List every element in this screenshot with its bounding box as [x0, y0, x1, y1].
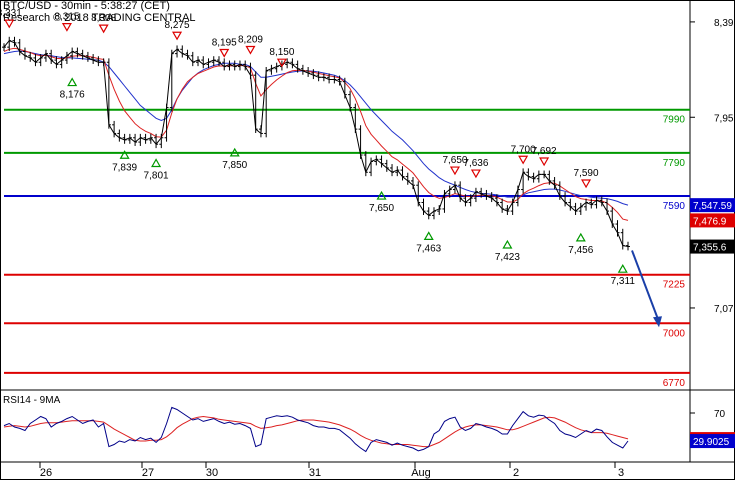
- top-marker: [245, 45, 256, 55]
- bottom-marker: [423, 231, 434, 240]
- top-marker: [470, 169, 481, 179]
- top-marker: [449, 166, 460, 176]
- top-marker: [518, 155, 529, 165]
- top-marker: [219, 48, 230, 58]
- top-label: 7,650: [442, 155, 467, 166]
- last-value-label: 7,547.59: [693, 201, 732, 212]
- price-line: [3, 40, 629, 247]
- top-marker: [61, 22, 72, 32]
- x-tick-label: 27: [142, 467, 154, 479]
- rsi-title: RSI14 - 9MA: [3, 395, 61, 406]
- bottom-label: 7,311: [611, 276, 636, 287]
- x-tick-label: 30: [206, 467, 218, 479]
- level-label: 6770: [663, 378, 686, 389]
- top-marker: [581, 179, 592, 189]
- top-label: 8,308: [91, 13, 116, 24]
- top-label: 7,590: [574, 168, 599, 179]
- bottom-label: 7,650: [369, 203, 394, 214]
- bottom-marker: [151, 158, 162, 168]
- bottom-marker: [119, 150, 130, 159]
- level-label: 7790: [663, 158, 686, 169]
- bottom-marker: [229, 147, 240, 157]
- top-label: 8,150: [269, 47, 294, 58]
- rsi-ma-line: [3, 415, 629, 448]
- last-value-label: 7,355.6: [693, 243, 727, 254]
- last-value-badge: [690, 213, 735, 228]
- top-marker: [539, 157, 550, 167]
- x-tick-label: 31: [309, 467, 321, 479]
- top-marker: [4, 19, 15, 29]
- last-value-badge: [690, 239, 735, 254]
- rsi-line: [3, 406, 629, 453]
- bottom-marker: [67, 77, 78, 87]
- projection-arrowhead: [653, 316, 662, 328]
- top-label: 8,331: [0, 8, 22, 19]
- chart-copyright: Research © 2018 TRADING CENTRAL: [3, 12, 196, 24]
- top-label: 8,209: [238, 34, 263, 45]
- top-label: 8,275: [165, 20, 190, 31]
- bottom-label: 7,463: [416, 243, 441, 254]
- rsi-value-badge: [690, 434, 735, 449]
- last-value-badge: [690, 198, 735, 213]
- level-label: 7590: [663, 201, 686, 212]
- bottom-marker: [376, 190, 387, 200]
- x-tick-label: 26: [40, 467, 52, 479]
- top-label: 7,700: [511, 144, 536, 155]
- y-tick-label: 8,397: [714, 18, 735, 29]
- projection-arrow: [631, 250, 659, 320]
- last-value-label: 7,476.9: [693, 216, 727, 227]
- ema-line: [3, 47, 629, 221]
- x-tick-label: 2: [513, 467, 519, 479]
- bottom-label: 7,839: [112, 162, 137, 173]
- bottom-marker: [502, 239, 513, 249]
- top-label: 8,195: [212, 37, 237, 48]
- sma-line: [3, 50, 629, 206]
- top-label: 8,315: [54, 12, 79, 23]
- bottom-marker: [617, 263, 628, 273]
- rsi-tick-label: 70: [714, 409, 726, 420]
- x-tick-label: 3: [618, 467, 624, 479]
- top-label: 7,692: [532, 146, 557, 157]
- bottom-label: 7,801: [144, 170, 169, 181]
- y-tick-label: 7,955: [714, 113, 735, 124]
- x-tick-label: Aug: [411, 467, 431, 479]
- chart-title: BTC/USD - 30min - 5:38:27 (CET): [3, 0, 170, 12]
- bottom-label: 7,456: [568, 245, 593, 256]
- bottom-label: 7,850: [222, 160, 247, 171]
- rsi-value-label: 29.9025: [693, 437, 730, 448]
- bottom-label: 7,423: [495, 252, 520, 263]
- level-label: 7000: [663, 328, 686, 339]
- bottom-label: 8,176: [60, 90, 85, 101]
- top-marker: [276, 58, 287, 68]
- top-marker: [172, 31, 183, 41]
- bottom-marker: [575, 232, 586, 242]
- y-tick-label: 7,071: [714, 304, 735, 315]
- level-label: 7225: [663, 280, 686, 291]
- top-marker: [98, 24, 109, 34]
- top-label: 7,636: [463, 158, 488, 169]
- level-label: 7990: [663, 115, 686, 126]
